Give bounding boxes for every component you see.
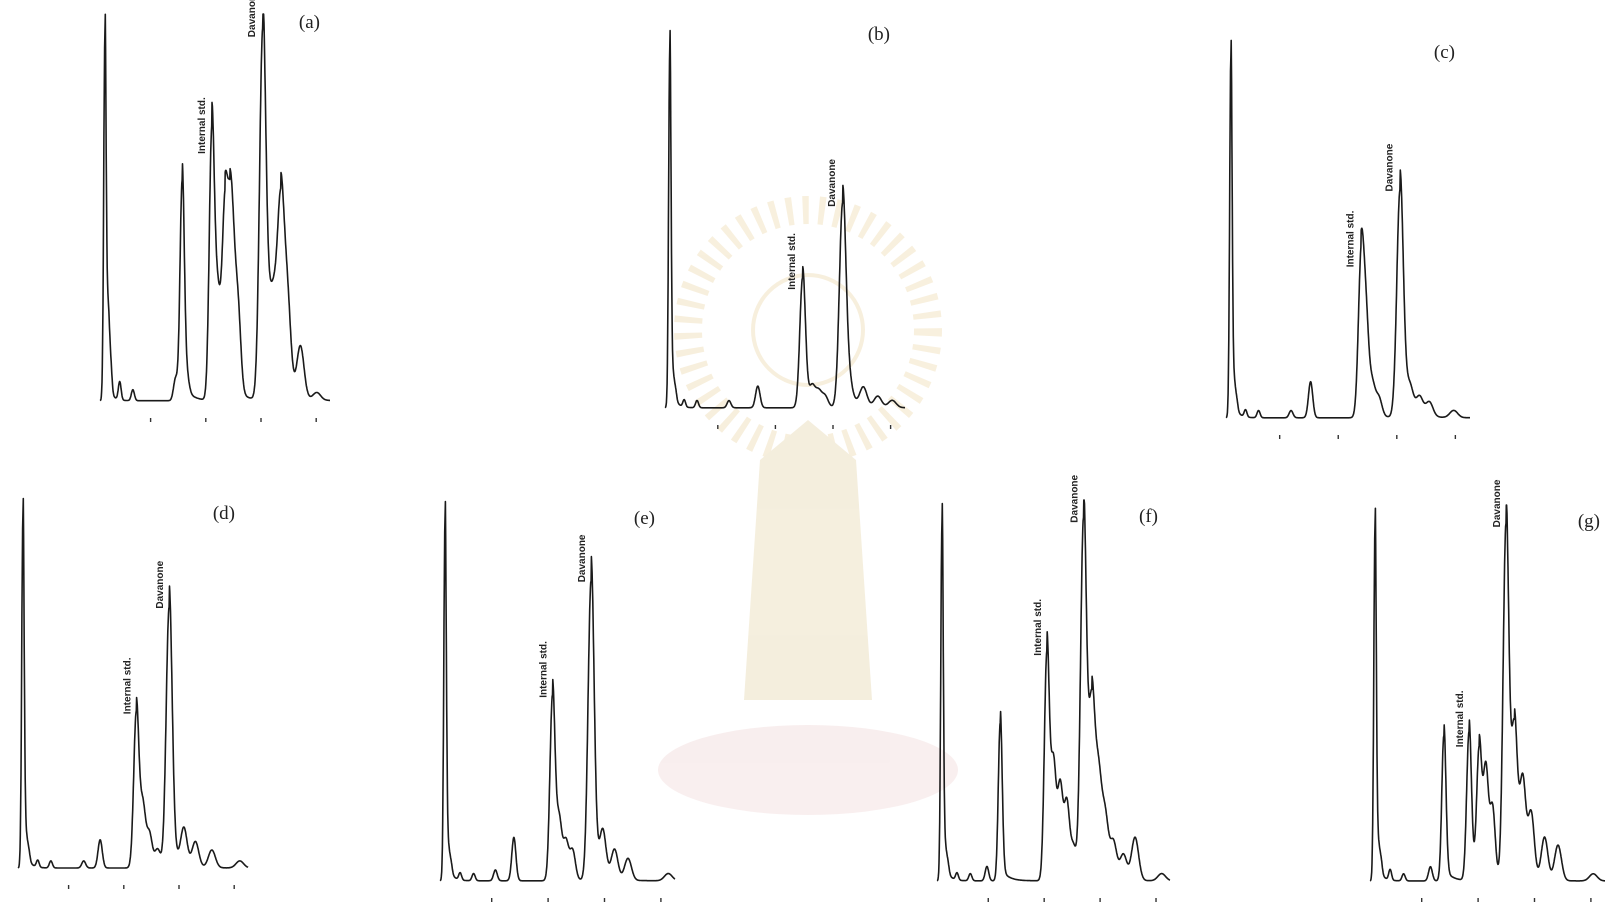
peak-annotation: Davanone (1070, 474, 1081, 522)
peak-annotation: Davanone (1492, 479, 1503, 527)
peak-annotation: Internal std. (197, 97, 208, 154)
peak-annotation: Davanone (155, 560, 166, 608)
chromatogram-trace (99, 13, 331, 402)
panel-label: (b) (868, 24, 890, 45)
chromatogram-trace (1369, 504, 1606, 882)
peak-annotation: Davanone (247, 0, 258, 37)
panel-label: (e) (634, 508, 655, 529)
chromatogram-panel: (d) Internal std. Davanone (17, 497, 249, 889)
chromatogram-panel: (g) Internal std. Davanone (1369, 479, 1606, 902)
peak-annotation: Internal std. (1455, 690, 1466, 747)
panel-label: (f) (1139, 506, 1158, 527)
peak-annotation: Internal std. (539, 641, 550, 698)
chromatogram-panel: (a) Internal std. Davanone (99, 0, 331, 422)
chromatogram-panel: (e) Internal std. Davanone (439, 500, 676, 902)
chromatogram-trace (936, 499, 1171, 882)
chromatogram-trace (664, 29, 906, 409)
panel-label: (a) (299, 12, 320, 33)
chromatogram-panel: (c) Internal std. Davanone (1225, 39, 1471, 439)
chromatogram-panel: (f) Internal std. Davanone (936, 474, 1171, 902)
peak-annotation: Internal std. (787, 233, 798, 290)
peak-annotation: Davanone (827, 159, 838, 207)
peak-annotation: Davanone (1384, 143, 1395, 191)
peak-annotation: Davanone (577, 534, 588, 582)
chromatogram-trace (17, 497, 249, 869)
chromatogram-panel: (b) Internal std. Davanone (664, 24, 906, 429)
peak-annotation: Internal std. (1033, 599, 1044, 656)
chromatogram-trace (439, 500, 676, 882)
panel-label: (d) (213, 503, 235, 524)
panel-label: (g) (1578, 511, 1600, 532)
panel-label: (c) (1434, 42, 1455, 63)
peak-annotation: Internal std. (122, 657, 133, 714)
peak-annotation: Internal std. (1345, 210, 1356, 267)
chromatogram-trace (1225, 39, 1471, 419)
seal-watermark (658, 196, 958, 815)
